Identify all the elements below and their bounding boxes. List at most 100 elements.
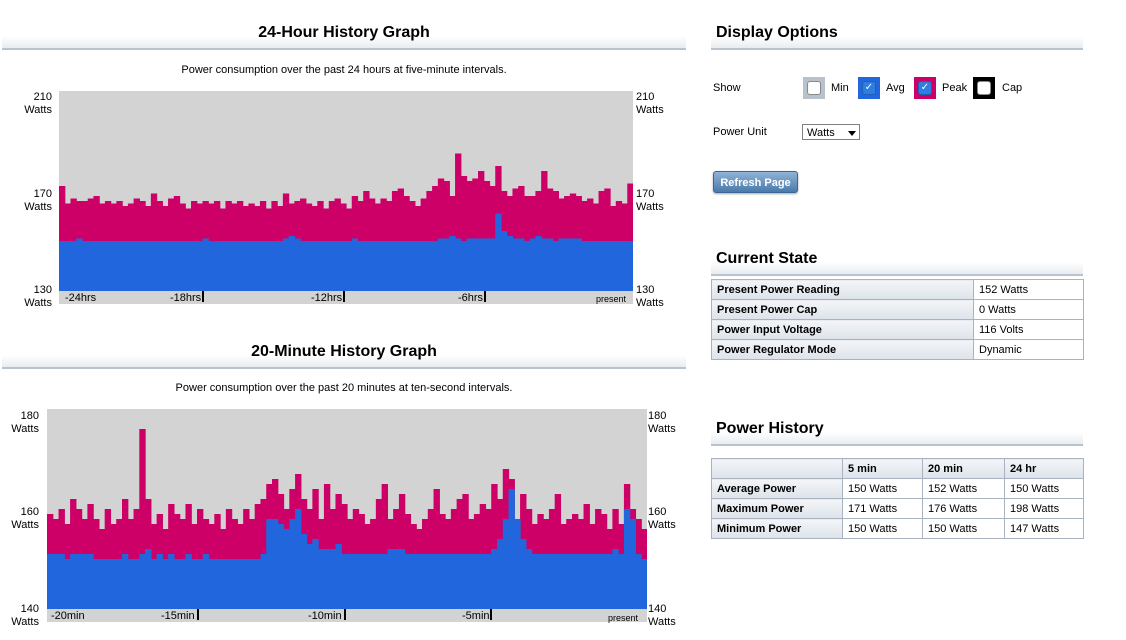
row-label: Minimum Power	[711, 518, 843, 539]
avg-bar	[618, 554, 625, 609]
peak-checkbox[interactable]: ✓	[918, 81, 932, 95]
graph20-x-tick-mark	[197, 609, 199, 620]
avg-bar	[397, 241, 404, 291]
avg-bar	[266, 519, 273, 609]
peak-bar	[462, 494, 469, 609]
graph24-header: 24-Hour History Graph	[2, 22, 686, 50]
state-key: Power Input Voltage	[711, 319, 974, 340]
state-value: Dynamic	[973, 339, 1084, 360]
graph24-x-tick-label: present	[596, 294, 627, 304]
display-options-title: Display Options	[716, 24, 838, 41]
avg-bar	[329, 549, 337, 609]
avg-bar	[122, 554, 129, 609]
avg-bar	[497, 539, 504, 609]
avg-bar	[523, 241, 531, 291]
column-header: 24 hr	[1004, 458, 1084, 479]
graph20-y-label-mid-left: 160 Watts	[11, 506, 39, 531]
avg-bar	[70, 241, 77, 291]
min-checkbox-swatch[interactable]	[803, 77, 825, 99]
avg-bar	[427, 554, 435, 609]
peak-bar	[541, 171, 548, 291]
min-checkbox[interactable]	[807, 81, 821, 95]
avg-bar	[368, 241, 376, 291]
avg-bar	[443, 238, 450, 291]
avg-bar	[99, 241, 106, 291]
peak-bar	[381, 484, 388, 609]
avg-bar	[318, 549, 325, 609]
avg-bar	[75, 554, 83, 609]
avg-bar	[110, 559, 117, 609]
graph20-x-tick-label: -20min	[51, 610, 85, 622]
avg-bar	[197, 559, 204, 609]
graph24-x-tick-label: -12hrs	[311, 292, 343, 304]
avg-bar	[173, 241, 181, 291]
power-history-header: Power History	[711, 418, 1083, 446]
graph24-x-tick-mark	[202, 291, 204, 302]
avg-bar	[380, 241, 387, 291]
cap-checkbox[interactable]	[977, 81, 991, 95]
avg-checkbox-swatch[interactable]: ✓	[858, 77, 880, 99]
avg-bar	[514, 519, 521, 609]
current-state-table: Present Power Reading 152 Watts Present …	[711, 279, 1084, 360]
cell: 150 Watts	[1004, 478, 1084, 499]
avg-checkbox-label: Avg	[886, 82, 905, 94]
avg-bar	[122, 241, 129, 291]
avg-bar	[575, 238, 582, 291]
column-header: 20 min	[922, 458, 1005, 479]
avg-bar	[220, 559, 227, 609]
avg-bar	[414, 241, 422, 291]
avg-bar	[432, 241, 439, 291]
avg-bar	[393, 549, 400, 609]
avg-bar	[529, 238, 537, 291]
graph24-x-tick-label: -18hrs	[170, 292, 202, 304]
power-unit-label: Power Unit	[713, 126, 767, 138]
cap-checkbox-swatch[interactable]	[973, 77, 995, 99]
table-row: Power Regulator Mode Dynamic	[711, 339, 1084, 360]
avg-bar	[145, 549, 152, 609]
table-row: Minimum Power 150 Watts 150 Watts 147 Wa…	[711, 518, 1084, 539]
avg-checkbox[interactable]: ✓	[862, 81, 876, 95]
avg-bar	[208, 559, 215, 609]
avg-bar	[260, 554, 267, 609]
avg-bar	[52, 554, 60, 609]
state-key: Power Regulator Mode	[711, 339, 974, 360]
avg-bar	[150, 559, 158, 609]
avg-bar	[156, 241, 163, 291]
peak-bar	[554, 494, 562, 609]
avg-bar	[202, 554, 210, 609]
state-key: Present Power Cap	[711, 299, 974, 320]
row-label: Average Power	[711, 478, 843, 499]
avg-bar	[623, 509, 631, 609]
avg-bar	[237, 559, 244, 609]
cell: 147 Watts	[1004, 518, 1084, 539]
state-value: 0 Watts	[973, 299, 1084, 320]
peak-bar	[472, 178, 479, 291]
graph20-x-tick-label: -10min	[308, 610, 342, 622]
graph20-y-label-top-right: 180 Watts	[648, 410, 676, 435]
avg-bar	[554, 554, 562, 609]
refresh-page-button[interactable]: Refresh Page	[713, 171, 798, 193]
avg-bar	[93, 241, 100, 291]
avg-bar	[572, 554, 579, 609]
avg-bar	[403, 241, 410, 291]
peak-checkbox-swatch[interactable]: ✓	[914, 77, 936, 99]
avg-bar	[225, 241, 232, 291]
power-unit-select[interactable]: Watts	[802, 124, 860, 140]
avg-bar	[225, 559, 233, 609]
avg-bar	[462, 554, 469, 609]
table-row: Power Input Voltage 116 Volts	[711, 319, 1084, 340]
avg-bar	[437, 238, 445, 291]
avg-bar	[185, 554, 192, 609]
table-row: Present Power Cap 0 Watts	[711, 299, 1084, 320]
avg-bar	[179, 559, 187, 609]
peak-bar	[59, 186, 66, 291]
graph20-y-label-bottom-right: 140 Watts	[648, 603, 676, 628]
avg-bar	[468, 554, 475, 609]
avg-bar	[606, 554, 613, 609]
graph20-description: Power consumption over the past 20 minut…	[175, 382, 513, 394]
header-blank	[711, 458, 843, 479]
avg-bar	[127, 241, 135, 291]
check-icon: ✓	[920, 82, 930, 93]
avg-bar	[363, 241, 370, 291]
state-value: 152 Watts	[973, 279, 1084, 300]
